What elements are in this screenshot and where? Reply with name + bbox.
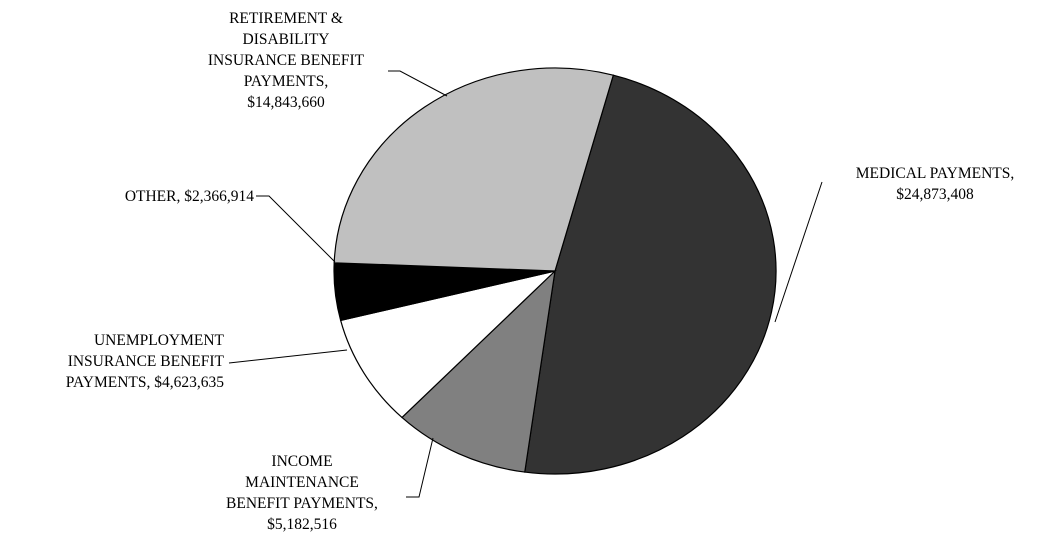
data-label-line: PAYMENTS, (244, 73, 329, 90)
data-label-line: PAYMENTS, $4,623,635 (66, 374, 224, 391)
leader-line-retirement-and-disability-insurance-benefit-payments (388, 70, 448, 97)
leader-line-unemployment-insurance-benefit-payments (228, 349, 348, 364)
pie-slice-income-maintenance-benefit-payments (401, 269, 556, 473)
data-label-medical-payments: MEDICAL PAYMENTS, $24,873,408 (856, 165, 1014, 203)
data-label-line: $5,182,516 (267, 516, 337, 533)
data-label-line: RETIREMENT & (229, 10, 343, 27)
data-label-income-maintenance-benefit-payments: INCOME MAINTENANCE BENEFIT PAYMENTS, $5,182… (226, 453, 378, 533)
data-label-line: INSURANCE BENEFIT (208, 52, 365, 69)
data-label-retirement-and-disability-insurance-benefit-payments: RETIREMENT & DISABILITY INSURANCE BENEFIT P… (208, 10, 365, 111)
leader-line-other (256, 195, 336, 263)
pie-slice-medical-payments (524, 74, 777, 475)
data-label-line: $24,873,408 (896, 186, 974, 203)
data-label-line: MEDICAL PAYMENTS, (856, 165, 1014, 182)
pie-slice-retirement-and-disability-insurance-benefit-payments (333, 67, 615, 272)
data-label-unemployment-insurance-benefit-payments: UNEMPLOYMENT INSURANCE BENEFIT PAYMENTS, $… (66, 332, 225, 391)
leader-lines-layer (228, 70, 823, 498)
data-label-line: BENEFIT PAYMENTS, (226, 495, 378, 512)
leader-line-income-maintenance-benefit-payments (406, 437, 434, 498)
pie-slice-unemployment-insurance-benefit-payments (339, 269, 557, 419)
data-label-other: OTHER, $2,366,914 (125, 188, 254, 205)
data-label-line: $14,843,660 (247, 94, 325, 111)
data-label-line: MAINTENANCE (245, 474, 359, 491)
leader-line-medical-payments (774, 181, 823, 323)
data-label-line: INSURANCE BENEFIT (68, 353, 225, 370)
labels-layer: MEDICAL PAYMENTS, $24,873,408 INCOME MAINTE… (66, 10, 1014, 533)
slices-layer (333, 67, 777, 475)
data-label-line: DISABILITY (243, 31, 330, 48)
data-label-line: INCOME (271, 453, 332, 470)
data-label-line: UNEMPLOYMENT (94, 332, 225, 349)
data-label-line: OTHER, $2,366,914 (125, 188, 254, 205)
